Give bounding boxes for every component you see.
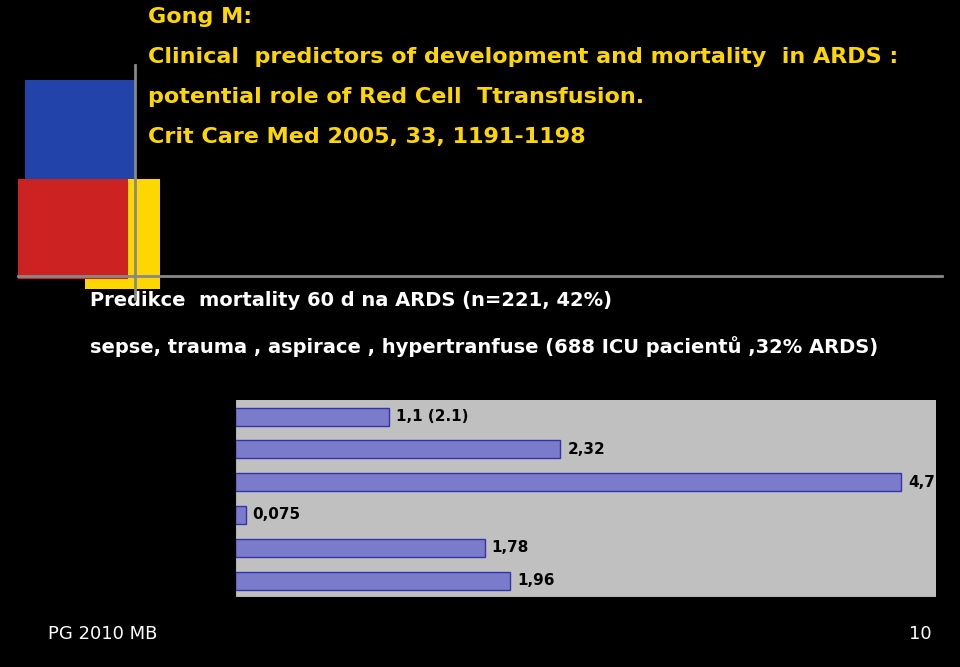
Text: Crit Care Med 2005, 33, 1191-1198: Crit Care Med 2005, 33, 1191-1198 [148, 127, 586, 147]
Bar [235, 539, 485, 557]
Bar [235, 408, 390, 426]
Text: 1,96: 1,96 [516, 573, 555, 588]
Text: APACHE III: APACHE III [138, 540, 228, 555]
Bar [85, 179, 160, 289]
Text: 0,075: 0,075 [252, 508, 300, 522]
Text: Clinical  predictors of development and mortality  in ARDS :: Clinical predictors of development and m… [148, 47, 899, 67]
Text: potential role of Red Cell  Ttransfusion.: potential role of Red Cell Ttransfusion. [148, 87, 644, 107]
Bar [235, 572, 510, 590]
Bar [235, 440, 561, 458]
Text: 4,75: 4,75 [908, 475, 946, 490]
Text: 1,1 (2.1): 1,1 (2.1) [396, 409, 468, 424]
Text: 10: 10 [908, 625, 931, 642]
Bar [18, 179, 128, 279]
Bar [235, 473, 900, 491]
Text: 2,32: 2,32 [567, 442, 605, 457]
Bar [235, 506, 246, 524]
Text: PG 2010 MB: PG 2010 MB [48, 625, 157, 642]
Text: kortikosteroidy před ARDS: kortikosteroidy před ARDS [0, 474, 228, 490]
Text: Gong M:: Gong M: [148, 7, 252, 27]
Text: sepse, trauma , aspirace , hypertranfuse (688 ICU pacientů ,32% ARDS): sepse, trauma , aspirace , hypertranfuse… [90, 336, 878, 357]
Bar [25, 79, 135, 209]
Text: Predikce  mortality 60 d na ARDS (n=221, 42%): Predikce mortality 60 d na ARDS (n=221, … [90, 291, 612, 310]
Text: 1,78: 1,78 [492, 540, 529, 555]
Text: erymasa ( per blood unit): erymasa ( per blood unit) [10, 409, 228, 424]
Text: Trauma: Trauma [164, 508, 228, 522]
Text: ph < 7,22: ph < 7,22 [145, 442, 228, 457]
Text: Věk: Věk [197, 573, 228, 588]
